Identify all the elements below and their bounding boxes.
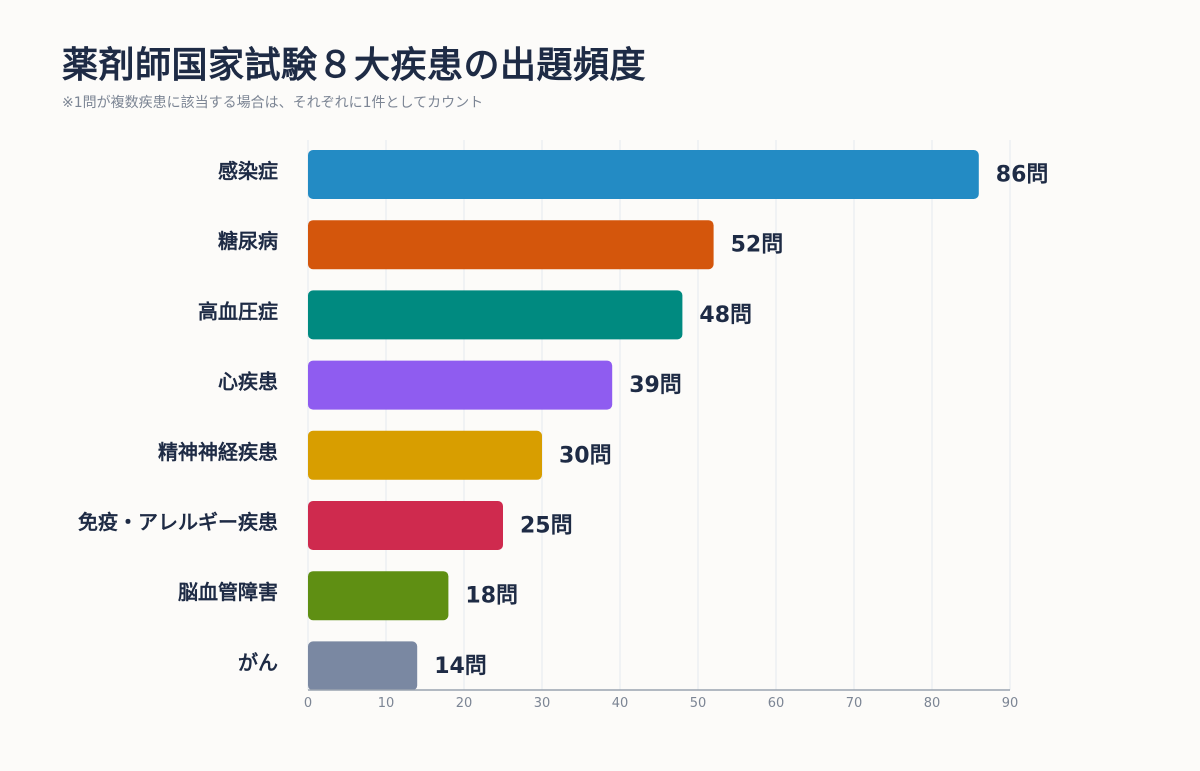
x-tick-label: 90 xyxy=(1002,696,1019,711)
x-tick-label: 70 xyxy=(846,696,863,711)
category-label: 精神神経疾患 xyxy=(158,440,278,464)
category-label: 免疫・アレルギー疾患 xyxy=(78,510,278,534)
data-label: 14問 xyxy=(434,654,487,679)
chart-subtitle: ※1問が複数疾患に該当する場合は、それぞれに1件としてカウント xyxy=(62,95,484,111)
bar xyxy=(308,290,683,340)
category-label: 脳血管障害 xyxy=(177,580,278,604)
category-label: 感染症 xyxy=(218,159,278,183)
category-label: 心疾患 xyxy=(218,370,278,394)
x-tick-label: 50 xyxy=(690,696,707,711)
data-label: 18問 xyxy=(465,584,518,609)
bar xyxy=(308,501,503,550)
x-tick-label: 80 xyxy=(924,696,941,711)
bar xyxy=(308,430,542,480)
x-tick-label: 20 xyxy=(456,696,473,711)
data-label: 25問 xyxy=(520,514,573,539)
bar xyxy=(308,641,418,691)
bar xyxy=(308,360,613,410)
x-tick-label: 30 xyxy=(534,696,551,711)
data-label: 86問 xyxy=(996,163,1049,188)
bar xyxy=(308,150,979,199)
chart-title: 薬剤師国家試験８大疾患の出題頻度 xyxy=(62,45,647,86)
data-label: 39問 xyxy=(629,373,682,398)
x-tick-label: 40 xyxy=(612,696,629,711)
data-label: 48問 xyxy=(699,303,752,328)
category-label: 糖尿病 xyxy=(218,229,278,253)
data-label: 30問 xyxy=(559,443,612,468)
x-tick-label: 60 xyxy=(768,696,785,711)
x-tick-label: 0 xyxy=(304,696,312,711)
category-label: がん xyxy=(238,650,278,674)
bar xyxy=(308,220,714,270)
data-label: 52問 xyxy=(731,233,784,258)
x-tick-label: 10 xyxy=(378,696,395,711)
bar xyxy=(308,571,449,621)
x-axis: 0 10 20 30 40 50 60 70 80 90 xyxy=(304,689,1019,711)
category-label: 高血圧症 xyxy=(198,299,278,323)
bars xyxy=(308,150,979,691)
